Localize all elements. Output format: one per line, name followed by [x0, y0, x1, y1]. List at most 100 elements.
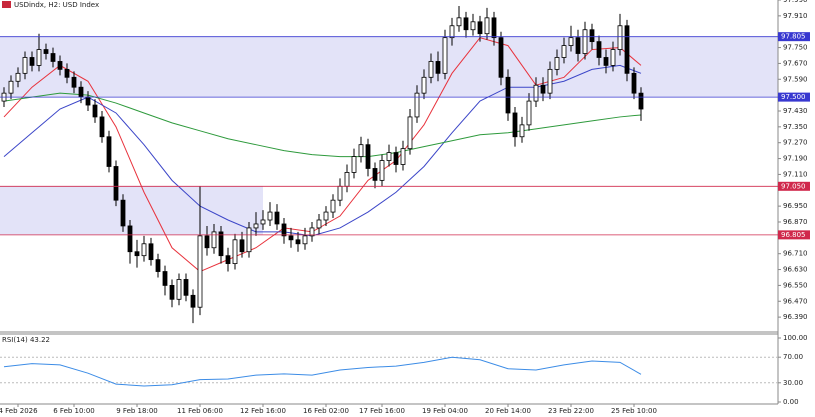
candle-body: [575, 37, 581, 54]
candle-body: [386, 152, 392, 161]
candle-body: [232, 239, 238, 265]
candle-body: [421, 76, 427, 94]
candle-body: [106, 136, 112, 167]
y-tick-label: 96.870: [783, 218, 808, 226]
level-label: 97.500: [781, 93, 806, 101]
candle-body: [155, 259, 161, 272]
y-tick-label: 70.00: [783, 353, 803, 361]
candle-body: [519, 124, 525, 138]
candle-body: [57, 61, 63, 70]
candle-body: [638, 92, 644, 110]
candle-body: [190, 294, 196, 308]
x-tick-label: 16 Feb 02:00: [303, 407, 349, 415]
candle-body: [134, 251, 140, 257]
candle-body: [624, 25, 630, 74]
candle-body: [407, 116, 413, 150]
y-tick-label: 97.430: [783, 107, 808, 115]
candle-body: [211, 231, 217, 249]
candle-body: [540, 84, 546, 94]
x-tick-label: 9 Feb 18:00: [116, 407, 157, 415]
candle-body: [183, 279, 189, 296]
candle-body: [288, 235, 294, 241]
level-tag: [778, 32, 810, 42]
x-tick-label: 23 Feb 22:00: [548, 407, 594, 415]
candle-body: [281, 223, 287, 237]
candle-body: [463, 17, 469, 31]
candle-body: [512, 112, 518, 138]
candle-body: [64, 68, 70, 78]
candle-body: [393, 152, 399, 165]
candle-body: [547, 68, 553, 94]
candle-body: [603, 57, 609, 66]
candle-body: [631, 72, 637, 94]
candle-body: [260, 219, 266, 225]
x-tick-label: 6 Feb 10:00: [53, 407, 94, 415]
candle-body: [582, 29, 588, 54]
y-tick-label: 97.190: [783, 155, 808, 163]
candle-body: [414, 92, 420, 118]
candle-body: [22, 57, 28, 74]
candle-body: [295, 239, 301, 245]
candle-body: [127, 225, 133, 253]
x-tick-label: 11 Feb 06:00: [177, 407, 223, 415]
candle-body: [169, 285, 175, 300]
candle-body: [484, 17, 490, 35]
candle-body: [141, 243, 147, 257]
candle-body: [505, 76, 511, 114]
candle-body: [589, 29, 595, 43]
candle-body: [50, 53, 56, 62]
candle-body: [253, 223, 259, 229]
candle-body: [148, 243, 154, 261]
x-tick-label: 17 Feb 16:00: [359, 407, 405, 415]
candle-body: [15, 72, 21, 82]
y-tick-label: 97.990: [783, 0, 808, 4]
zone: [0, 36, 778, 98]
y-tick-label: 97.350: [783, 123, 808, 131]
candle-body: [456, 17, 462, 27]
y-tick-label: 97.590: [783, 75, 808, 83]
candle-body: [78, 86, 84, 98]
candle-body: [449, 25, 455, 39]
y-tick-label: 97.910: [783, 12, 808, 20]
candle-body: [99, 116, 105, 138]
candle-body: [498, 37, 504, 78]
y-tick-label: 96.470: [783, 297, 808, 305]
candle-body: [533, 84, 539, 102]
candle-body: [344, 172, 350, 187]
chart-title: USDindx, H2: USD Index: [14, 1, 99, 9]
candle-body: [526, 100, 532, 126]
level-label: 96.805: [781, 231, 806, 239]
level-label: 97.805: [781, 33, 806, 41]
y-tick-label: 97.110: [783, 170, 808, 178]
candle-body: [274, 211, 280, 225]
candle-body: [568, 37, 574, 46]
candle-body: [470, 21, 476, 31]
candle-body: [71, 76, 77, 88]
underlay: [0, 36, 778, 235]
candle-body: [365, 144, 371, 169]
candle-body: [561, 45, 567, 58]
candle-body: [36, 49, 42, 66]
candle-body: [309, 227, 315, 237]
candle-body: [29, 57, 35, 66]
candle-body: [267, 211, 273, 221]
candle-body: [43, 49, 49, 54]
symbol-icon: [2, 1, 11, 8]
y-tick-label: 96.950: [783, 202, 808, 210]
candle-body: [120, 199, 126, 227]
candle-body: [85, 96, 91, 106]
candle-body: [379, 160, 385, 181]
candle-body: [435, 61, 441, 74]
candle-body: [176, 279, 182, 300]
candle-body: [204, 235, 210, 249]
level-tag: [778, 230, 810, 240]
y-tick-label: 96.390: [783, 313, 808, 321]
candle-body: [302, 235, 308, 245]
candle-body: [316, 219, 322, 229]
candle-body: [162, 271, 168, 286]
candle-body: [358, 144, 364, 157]
x-tick-label: 25 Feb 10:00: [611, 407, 657, 415]
y-tick-label: 0.00: [783, 398, 799, 406]
candle-body: [372, 168, 378, 181]
